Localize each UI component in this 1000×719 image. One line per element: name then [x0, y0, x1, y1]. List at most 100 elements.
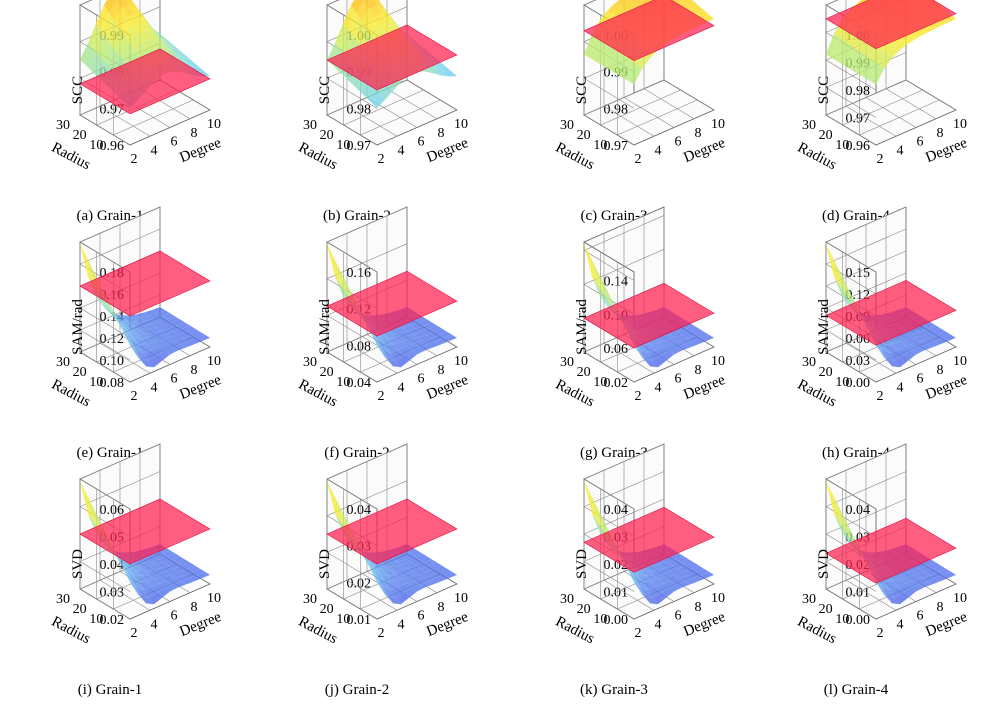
- surface-patch: [378, 341, 391, 354]
- surface-patch: [407, 580, 420, 588]
- x-tick-label: 2: [635, 626, 642, 641]
- reference-plane: [79, 48, 211, 115]
- y-tick-label: 10: [835, 612, 849, 627]
- surface-patch: [167, 42, 180, 51]
- surface-patch: [126, 332, 139, 346]
- surface-patch: [381, 574, 394, 583]
- surface-patch: [680, 575, 693, 582]
- surface-patch: [423, 575, 436, 582]
- surface-patch: [127, 325, 140, 331]
- surface-patch: [173, 344, 186, 351]
- surface-patch: [597, 283, 610, 308]
- y-axis-label: Radius: [553, 140, 597, 174]
- x-tick-label: 6: [171, 609, 178, 624]
- surface-patch: [909, 337, 922, 344]
- surface-patch: [118, 559, 131, 579]
- surface-patch: [391, 587, 404, 599]
- surface-patch: [410, 337, 423, 344]
- x-tick-label: 2: [378, 389, 385, 404]
- surface-patch: [645, 596, 658, 605]
- surface-patch: [836, 264, 849, 299]
- surface-patch: [834, 513, 847, 539]
- z-tick-label: 0.01: [347, 613, 372, 628]
- surface-patch: [145, 332, 158, 338]
- surface-patch: [134, 337, 147, 346]
- surface-patch: [907, 565, 920, 572]
- x-tick-label: 10: [454, 117, 468, 132]
- subplot-4: 0.960.970.980.991.00246810102030SCCDegre…: [795, 0, 970, 224]
- surface-patch: [372, 94, 385, 108]
- surface-patch: [887, 46, 900, 59]
- surface-patch: [589, 37, 602, 61]
- surface-patch: [164, 559, 177, 566]
- reference-plane: [825, 279, 957, 346]
- surface-patch: [159, 35, 172, 48]
- surface-patch: [335, 23, 348, 49]
- y-tick-label: 10: [89, 375, 103, 390]
- surface-patch: [380, 2, 393, 20]
- surface-patch: [177, 322, 190, 329]
- y-tick-label: 20: [73, 365, 87, 380]
- surface-patch: [691, 328, 704, 335]
- surface-patch: [182, 325, 195, 332]
- surface-patch: [157, 310, 170, 317]
- surface-patch: [415, 340, 428, 348]
- surface-patch: [923, 559, 936, 566]
- surface-patch: [584, 481, 597, 521]
- x-tick-label: 8: [191, 126, 198, 141]
- surface-patch: [158, 40, 171, 54]
- surface-patch: [192, 66, 205, 72]
- surface-patch: [187, 565, 200, 572]
- surface-patch: [156, 325, 169, 331]
- surface-patch: [384, 333, 397, 339]
- surface-patch: [166, 568, 179, 575]
- x-tick-label: 10: [953, 354, 967, 369]
- x-tick-label: 2: [877, 389, 884, 404]
- x-axis-label: Degree: [177, 372, 223, 403]
- surface-patch: [419, 556, 432, 563]
- surface-patch: [856, 54, 869, 76]
- z-tick-label: 0.97: [846, 112, 871, 127]
- surface-patch: [400, 330, 413, 337]
- surface-patch: [80, 481, 93, 521]
- surface-patch: [677, 344, 690, 351]
- x-tick-label: 6: [171, 135, 178, 150]
- subplot-caption: (c) Grain-3: [580, 208, 647, 224]
- surface-patch: [385, 9, 398, 27]
- surface-patch: [691, 565, 704, 572]
- surface-patch: [121, 562, 134, 575]
- subplot-caption: (i) Grain-1: [78, 682, 143, 698]
- surface-patch: [158, 334, 171, 340]
- surface-patch: [429, 562, 442, 569]
- surface-patch: [851, 51, 864, 73]
- reference-plane: [326, 270, 458, 337]
- surface-patch: [431, 334, 444, 342]
- surface-patch: [382, 562, 395, 568]
- surface-patch: [839, 283, 852, 308]
- surface-patch: [675, 571, 688, 578]
- subplot-caption: (j) Grain-2: [325, 682, 390, 698]
- surface-patch: [140, 566, 153, 572]
- surface-patch: [121, 325, 134, 338]
- z-tick-label: 0.98: [347, 102, 372, 117]
- surface-patch: [434, 328, 447, 335]
- surface-patch: [648, 350, 661, 362]
- surface-patch: [167, 553, 180, 560]
- surface-patch: [841, 510, 854, 544]
- z-axis-label: SVD: [70, 549, 86, 579]
- subplot-9: 0.020.030.040.050.06246810102030SVDDegre…: [49, 443, 224, 698]
- y-tick-label: 20: [320, 602, 334, 617]
- surface-patch: [439, 331, 452, 339]
- surface-patch: [661, 350, 674, 361]
- y-tick-label: 20: [577, 365, 591, 380]
- z-tick-label: 0.96: [100, 139, 125, 154]
- surface-patch: [101, 12, 114, 37]
- surface-patch: [152, 28, 165, 38]
- x-tick-label: 8: [191, 600, 198, 615]
- surface-patch: [366, 17, 379, 36]
- surface-patch: [143, 324, 156, 330]
- surface-patch: [168, 340, 181, 348]
- surface-patch: [131, 578, 144, 591]
- surface-patch: [161, 328, 174, 335]
- surface-patch: [335, 276, 348, 302]
